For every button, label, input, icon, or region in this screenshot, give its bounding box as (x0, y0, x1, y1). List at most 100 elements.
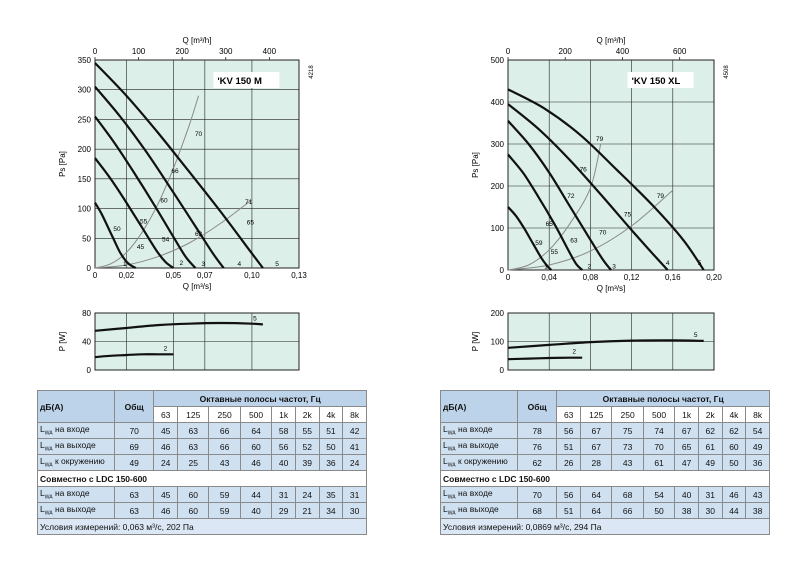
row-label: LWA на входе (440, 422, 518, 439)
power-chart: 0 100 200 P [W] 5 2 (471, 309, 715, 375)
x-tick-label: 0,20 (706, 273, 722, 282)
measurement-note: Условия измерений: 0,0869 м³/с, 294 Па (440, 518, 770, 535)
power-curve-label: 5 (694, 332, 698, 339)
row-label-text: к окружению (455, 456, 508, 467)
band-value: 46 (153, 438, 179, 455)
y-tick-label: 0 (87, 264, 92, 273)
y-tick-label: 350 (78, 56, 92, 65)
row-label-sub: WA (44, 446, 53, 453)
x-tick-label: 0,07 (197, 271, 213, 280)
band-label: 8k (342, 406, 367, 423)
row-label: LWA на выходе (37, 438, 115, 455)
x-tick-label: 0,12 (624, 273, 640, 282)
band-value: 50 (318, 438, 344, 455)
row-label-sub: WA (447, 462, 456, 469)
band-value: 40 (674, 486, 699, 503)
fan-curve-curve-1 (507, 206, 553, 271)
band-value: 43 (208, 454, 241, 471)
curve-annotation: 55 (551, 249, 559, 256)
row-label-sub: WA (44, 510, 53, 517)
total-value: 49 (113, 454, 155, 471)
row-label: LWA на выходе (440, 438, 518, 455)
header-dba: дБ(А) (440, 390, 518, 423)
fan-curve-curve-4 (507, 103, 669, 271)
x-tick-label: 0,05 (166, 271, 182, 280)
band-label: 1k (674, 406, 699, 423)
x-tick-label: 0,10 (244, 271, 260, 280)
note-row: Условия измерений: 0,063 м³/с, 202 Па (37, 518, 367, 535)
band-value: 63 (177, 438, 210, 455)
curve-annotation: 5 (275, 261, 279, 268)
band-value: 43 (745, 486, 770, 503)
band-value: 51 (318, 422, 344, 439)
fan-curve-curve-3 (507, 120, 612, 271)
row-label-text: на входе (455, 488, 493, 499)
band-value: 67 (580, 422, 613, 439)
curve-annotation: 71 (245, 199, 253, 206)
band-label: 4k (721, 406, 747, 423)
total-value: 76 (516, 438, 558, 455)
band-value: 64 (580, 502, 613, 519)
band-value: 64 (580, 486, 613, 503)
band-value: 58 (271, 422, 296, 439)
curve-annotation: 1 (123, 261, 127, 268)
chart-code: 4218 (309, 65, 315, 79)
band-row: 63 125 250 500 1k 2k 4k 8k (38, 406, 367, 423)
band-value: 73 (611, 438, 644, 455)
curve-annotation: 3 (612, 263, 616, 270)
row-label-text: на выходе (52, 504, 96, 515)
curve-annotation: 60 (160, 198, 168, 205)
total-value: 63 (113, 502, 155, 519)
row-label-sub: WA (44, 494, 53, 501)
band-label: 1k (271, 406, 296, 423)
band-value: 52 (294, 438, 320, 455)
y-tick-label: 400 (491, 98, 505, 107)
data-row: LWA на входе 70 45 63 66 64 58 55 51 42 (37, 422, 367, 439)
title-box (627, 72, 694, 88)
total-value: 70 (516, 486, 558, 503)
total-value: 70 (113, 422, 155, 439)
band-value: 46 (153, 502, 179, 519)
band-value: 24 (294, 486, 320, 503)
band-value: 40 (239, 502, 273, 519)
curve-annotation: 50 (113, 226, 121, 233)
curve-annotation: 45 (137, 244, 145, 251)
band-value: 61 (642, 454, 676, 471)
power-chart: 0 40 80 P [W] 5 2 (58, 309, 300, 375)
band-value: 63 (177, 422, 210, 439)
row-label-sub: WA (447, 510, 456, 517)
band-value: 62 (697, 422, 723, 439)
band-value: 46 (721, 486, 747, 503)
row-label-sub: WA (44, 430, 53, 437)
band-label: 63 (556, 406, 582, 423)
band-value: 29 (271, 502, 296, 519)
band-label: 8k (745, 406, 770, 423)
x-tick-label: 0 (93, 271, 98, 280)
data-row: LWA на выходе 68 51 64 66 50 38 30 44 38 (440, 502, 770, 519)
x2-tick-label: 400 (616, 47, 630, 56)
curve-annotation: 79 (596, 136, 604, 143)
sound-table: дБ(А) Общ Октавные полосы частот, Гц 63 125 2… (440, 390, 770, 535)
power-curve-2 (94, 353, 174, 359)
band-value: 30 (697, 502, 723, 519)
y-axis-label: Ps [Pa] (58, 151, 67, 177)
data-row: LWA на входе 78 56 67 75 74 67 62 62 54 (440, 422, 770, 439)
band-value: 24 (342, 454, 367, 471)
y-axis-label: Ps [Pa] (471, 152, 480, 178)
x2-tick-label: 0 (93, 47, 98, 56)
band-value: 66 (208, 422, 241, 439)
y-tick-label: 100 (78, 205, 92, 214)
row-label-text: на входе (52, 424, 90, 435)
band-value: 50 (721, 454, 747, 471)
curve-annotation: 4 (238, 261, 242, 268)
fan-curve-curve-5 (507, 88, 705, 271)
y-tick-label: 150 (78, 175, 92, 184)
right-panel: 0 0,04 0,08 0,12 0,16 0,20 0 100 200 300 400 500 0 20… (398, 0, 796, 565)
band-value: 42 (342, 422, 367, 439)
curve-annotation: 70 (195, 131, 203, 138)
band-label: 250 (611, 406, 644, 423)
fan-curve-curve-1 (94, 202, 137, 269)
y-tick-label: 0 (500, 266, 505, 275)
x-tick-label: 0,13 (291, 271, 307, 280)
data-row: LWA на входе 63 45 60 59 44 31 24 35 31 (37, 486, 367, 503)
